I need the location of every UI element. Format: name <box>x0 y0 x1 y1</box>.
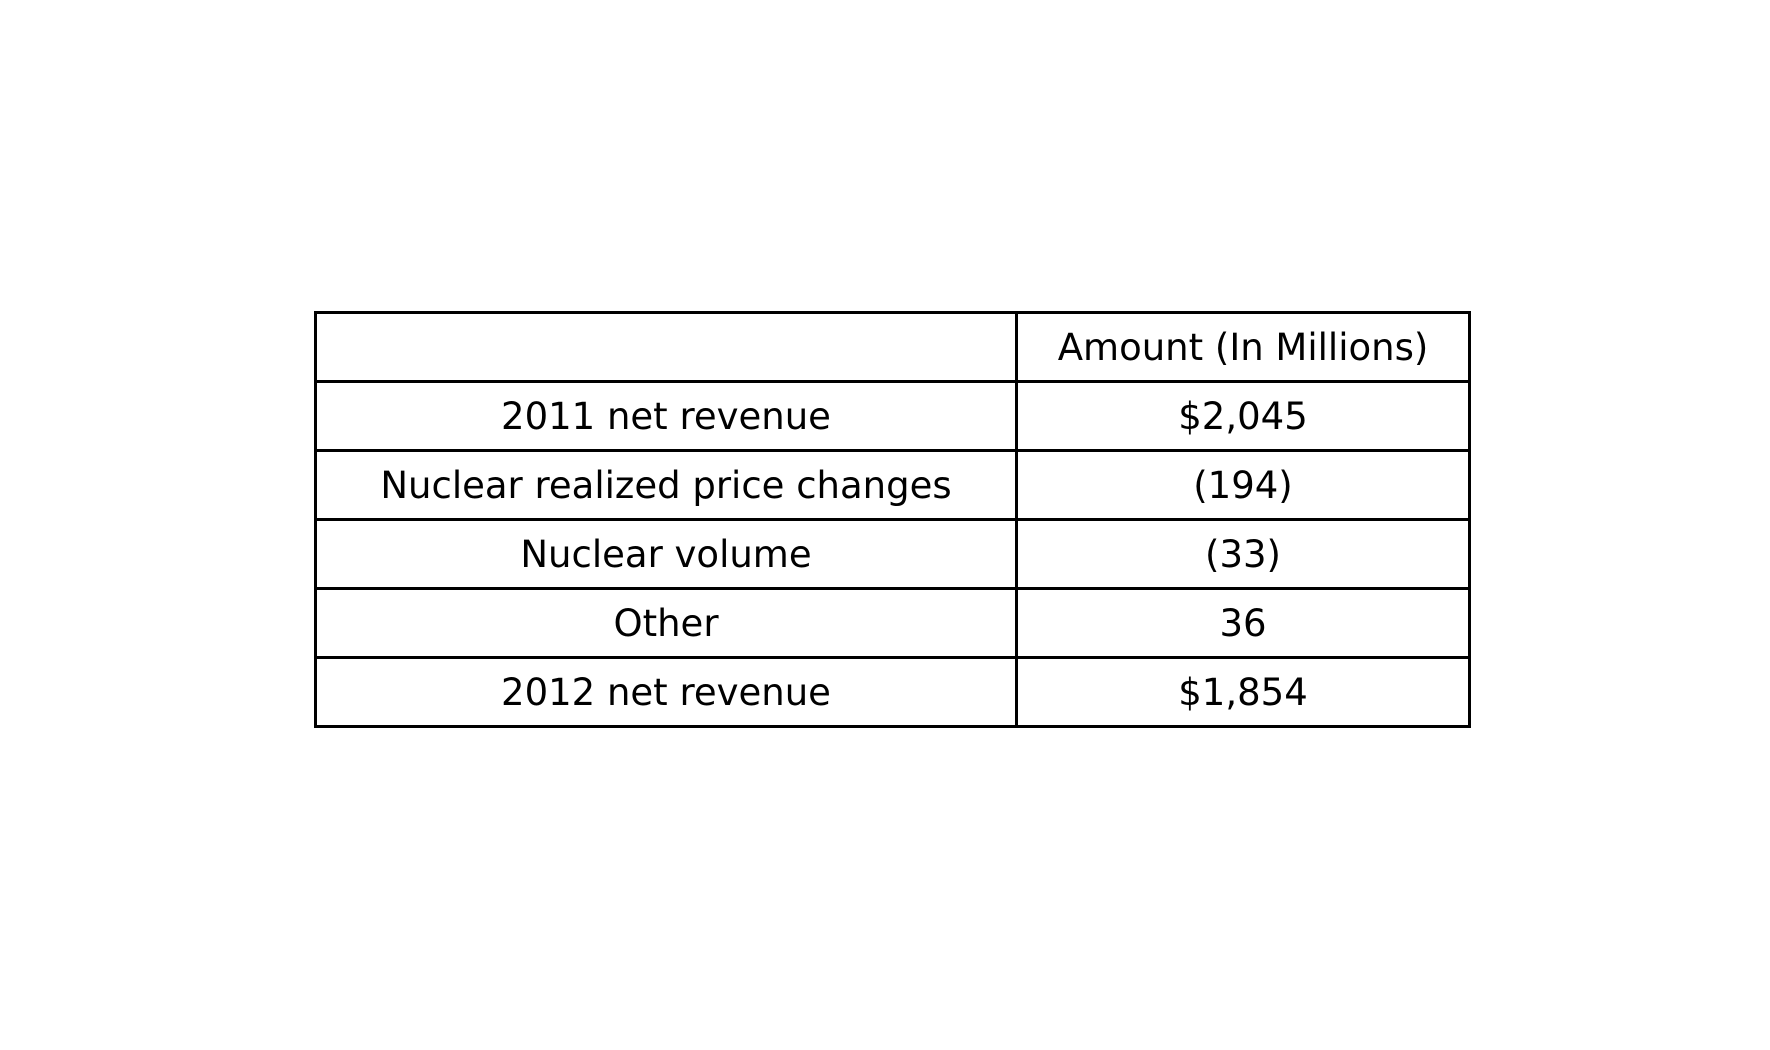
row-label-cell: Other <box>314 587 1018 659</box>
row-value-cell: $1,854 <box>1015 656 1471 728</box>
row-label-cell: Nuclear realized price changes <box>314 449 1018 521</box>
table-row: Other 36 <box>314 587 1471 659</box>
header-cell-label <box>314 311 1018 383</box>
row-value-cell: $2,045 <box>1015 380 1471 452</box>
row-label-cell: 2011 net revenue <box>314 380 1018 452</box>
row-label-cell: Nuclear volume <box>314 518 1018 590</box>
header-cell-amount: Amount (In Millions) <box>1015 311 1471 383</box>
table-body: Amount (In Millions) 2011 net revenue $2… <box>314 311 1471 728</box>
table-row: 2012 net revenue $1,854 <box>314 656 1471 728</box>
row-value-cell: (33) <box>1015 518 1471 590</box>
row-value-cell: (194) <box>1015 449 1471 521</box>
table-row: Nuclear volume (33) <box>314 518 1471 590</box>
row-label-cell: 2012 net revenue <box>314 656 1018 728</box>
table-row: Nuclear realized price changes (194) <box>314 449 1471 521</box>
table-row: 2011 net revenue $2,045 <box>314 380 1471 452</box>
row-value-cell: 36 <box>1015 587 1471 659</box>
header-row: Amount (In Millions) <box>314 311 1471 383</box>
revenue-table: Amount (In Millions) 2011 net revenue $2… <box>314 311 1471 728</box>
